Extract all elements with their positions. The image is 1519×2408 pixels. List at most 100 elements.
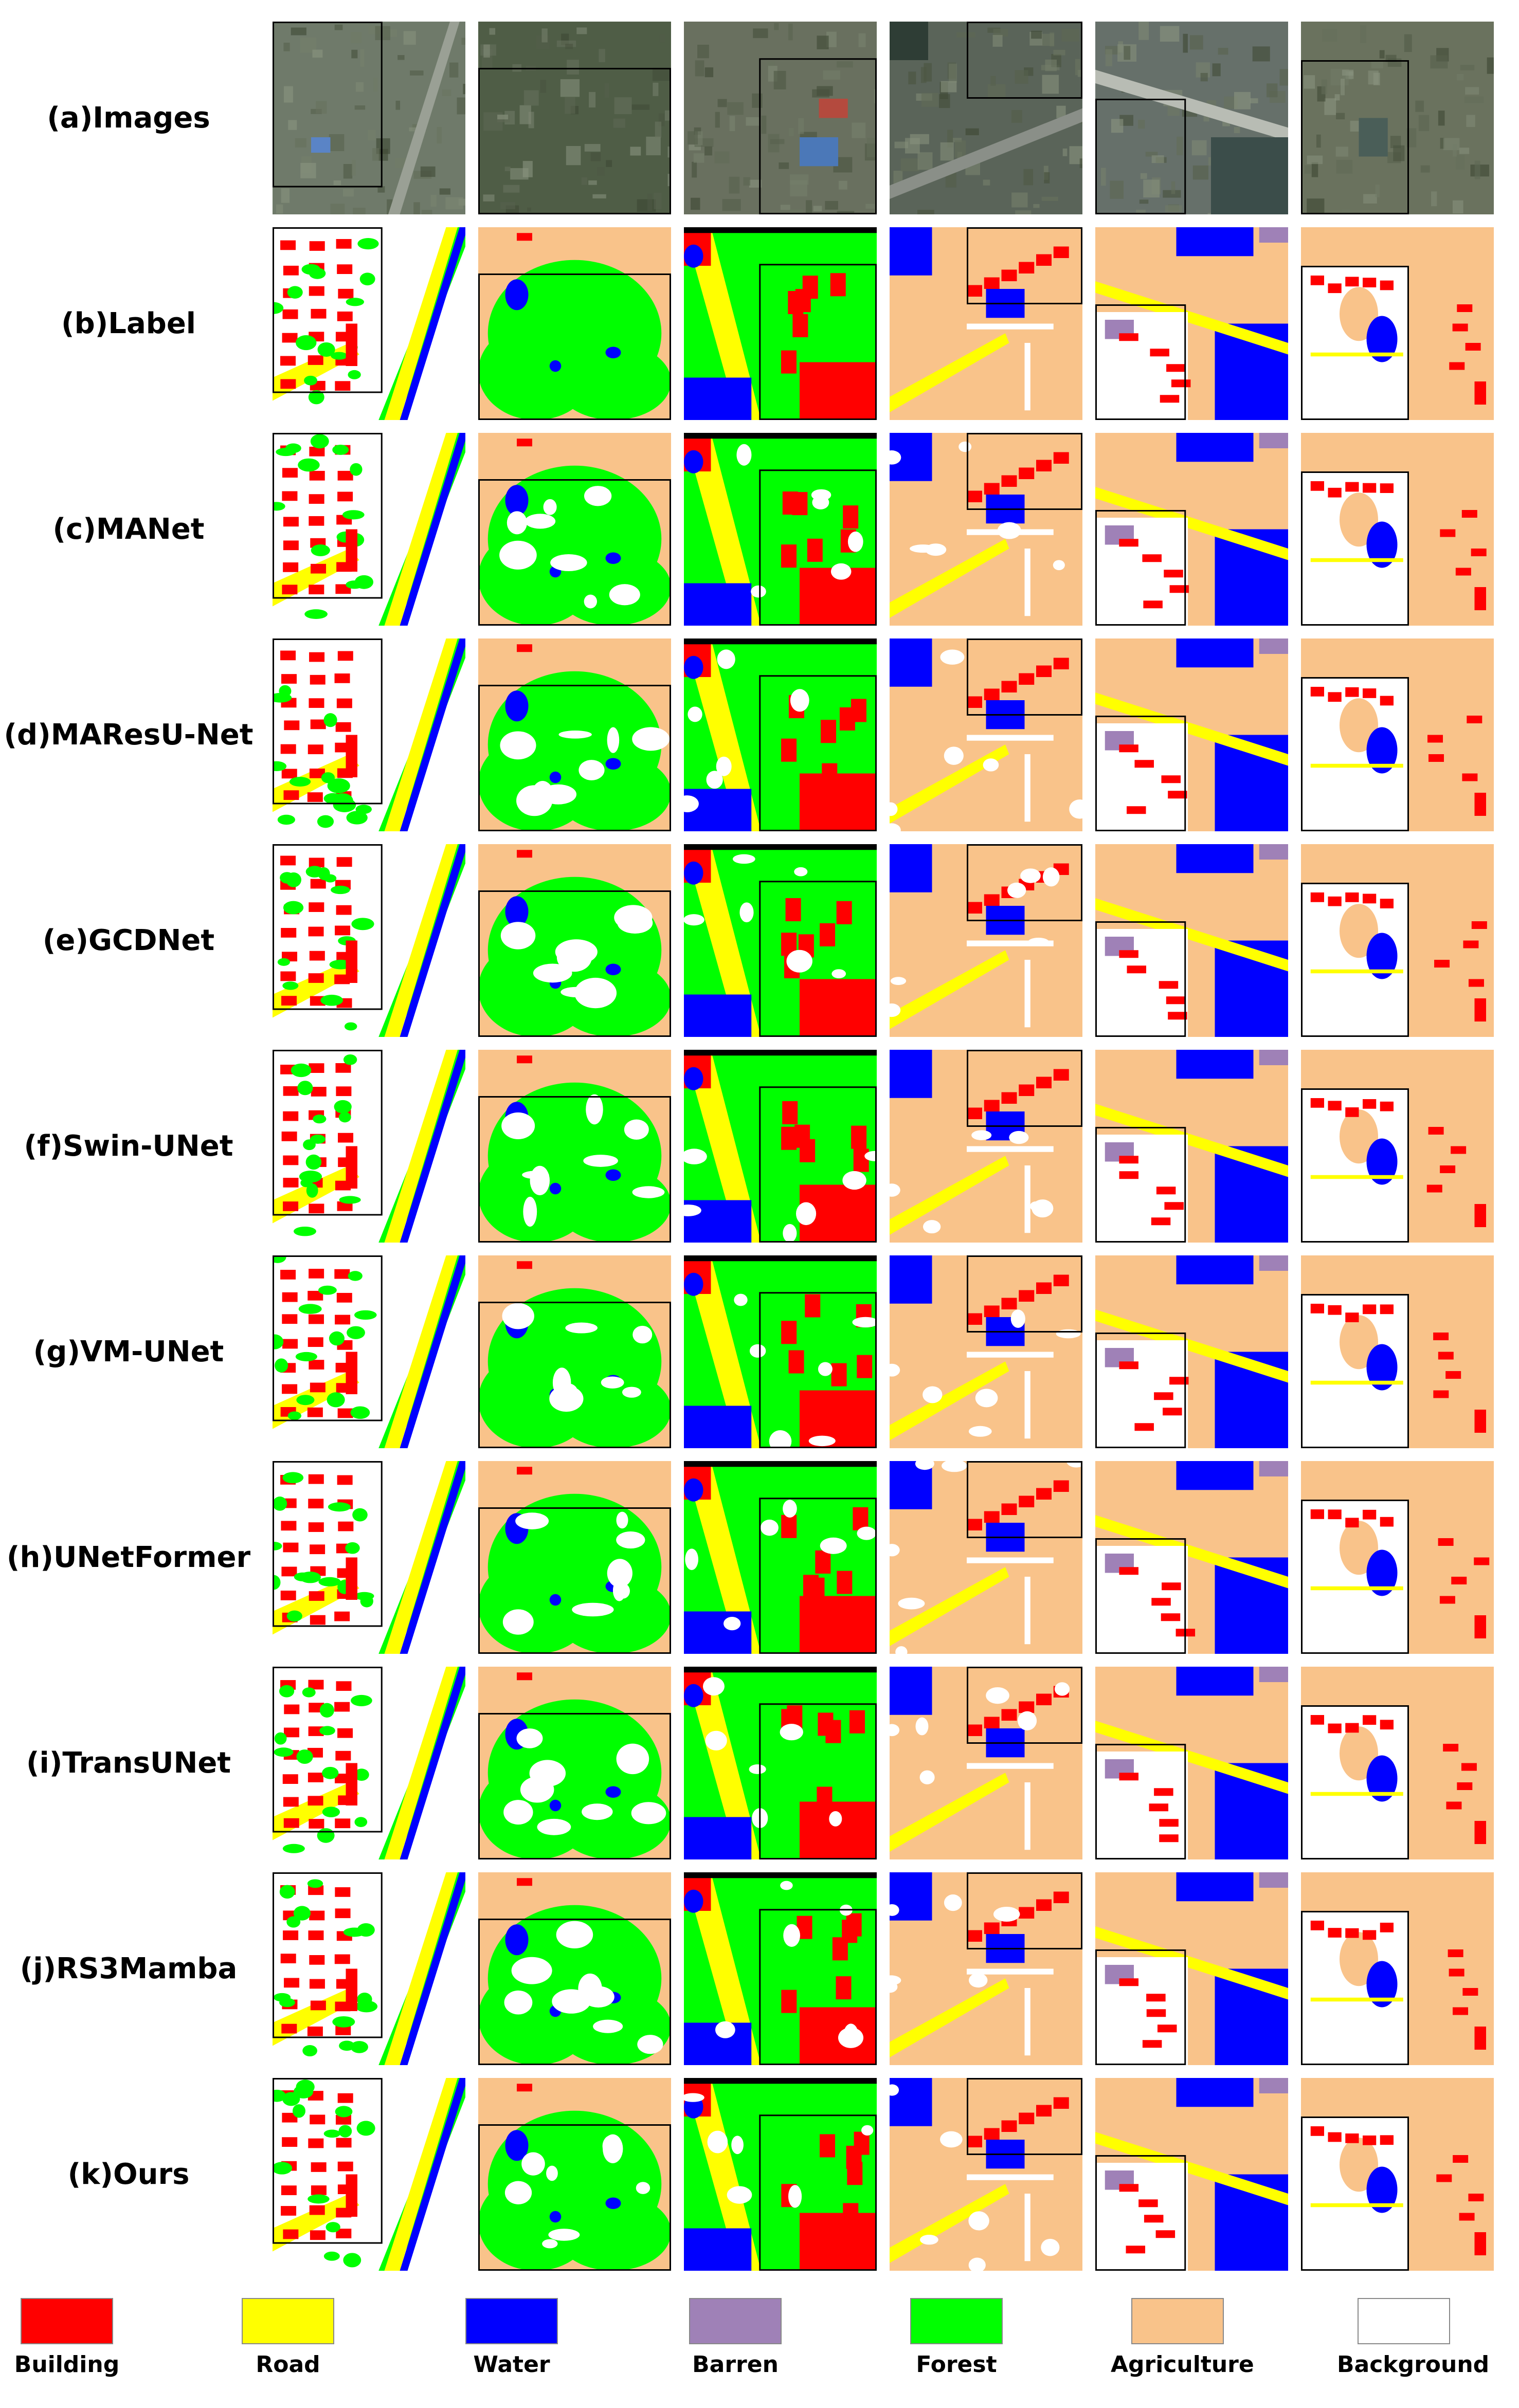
segmentation-map-tile xyxy=(273,227,465,420)
segmentation-map-tile xyxy=(1301,1050,1494,1243)
segmentation-map-tile xyxy=(1301,1255,1494,1448)
zoom-region-box xyxy=(1301,677,1409,831)
segmentation-map-tile xyxy=(684,639,877,831)
zoom-region-box xyxy=(478,67,671,214)
legend-label-barren: Barren xyxy=(692,2351,779,2378)
legend-swatch-water xyxy=(465,2298,558,2344)
legend-label-road: Road xyxy=(256,2351,320,2378)
segmentation-map-tile xyxy=(1095,1461,1288,1654)
segmentation-map-tile xyxy=(273,1050,465,1243)
segmentation-map-tile xyxy=(1095,1872,1288,2065)
zoom-region-box xyxy=(967,22,1082,99)
segmentation-map-tile xyxy=(890,1050,1082,1243)
zoom-region-box xyxy=(759,675,877,831)
segmentation-map-tile xyxy=(478,227,671,420)
segmentation-map-tile xyxy=(890,1461,1082,1654)
segmentation-map-tile xyxy=(478,433,671,626)
zoom-region-box xyxy=(1095,99,1186,214)
zoom-region-box xyxy=(1301,1293,1409,1448)
segmentation-map-tile xyxy=(890,2078,1082,2271)
zoom-region-box xyxy=(967,1050,1082,1127)
segmentation-map-tile xyxy=(273,844,465,1037)
segmentation-map-tile xyxy=(273,1255,465,1448)
zoom-region-box xyxy=(759,469,877,626)
segmentation-map-tile xyxy=(1301,227,1494,420)
zoom-region-box xyxy=(1095,716,1186,831)
zoom-region-box xyxy=(1301,1705,1409,1859)
segmentation-map-tile xyxy=(1095,1255,1288,1448)
zoom-region-box xyxy=(759,58,877,214)
zoom-region-box xyxy=(1301,265,1409,420)
zoom-region-box xyxy=(967,1872,1082,1950)
segmentation-map-tile xyxy=(478,639,671,831)
zoom-region-box xyxy=(478,479,671,626)
row-label: (i)TransUNet xyxy=(26,1746,231,1780)
legend-item-background: Background xyxy=(1337,2298,1489,2378)
segmentation-map-tile xyxy=(890,227,1082,420)
segmentation-map-tile xyxy=(1095,433,1288,626)
legend-swatch-background xyxy=(1358,2298,1450,2344)
legend-label-forest: Forest xyxy=(916,2351,997,2378)
zoom-region-box xyxy=(967,1461,1082,1539)
legend-swatch-agriculture xyxy=(1131,2298,1224,2344)
zoom-region-box xyxy=(1301,471,1409,626)
zoom-region-box xyxy=(1095,2155,1186,2271)
zoom-region-box xyxy=(478,890,671,1037)
zoom-region-box xyxy=(967,433,1082,510)
segmentation-map-tile xyxy=(478,1872,671,2065)
zoom-region-box xyxy=(273,433,383,599)
segmentation-map-tile xyxy=(478,1255,671,1448)
zoom-region-box xyxy=(1301,1910,1409,2065)
zoom-region-box xyxy=(967,1667,1082,1744)
zoom-region-box xyxy=(478,1301,671,1448)
zoom-region-box xyxy=(759,1292,877,1448)
zoom-region-box xyxy=(759,1909,877,2065)
zoom-region-box xyxy=(478,273,671,420)
segmentation-map-tile xyxy=(1301,1872,1494,2065)
legend-swatch-road xyxy=(242,2298,334,2344)
zoom-region-box xyxy=(273,2078,383,2244)
segmentation-map-tile xyxy=(1095,227,1288,420)
zoom-region-box xyxy=(1095,921,1186,1037)
zoom-region-box xyxy=(759,1086,877,1243)
legend-swatch-building xyxy=(21,2298,113,2344)
segmentation-map-tile xyxy=(684,844,877,1037)
row-label: (a)Images xyxy=(47,101,210,135)
zoom-region-box xyxy=(273,1872,383,2038)
zoom-region-box xyxy=(1095,1333,1186,1448)
segmentation-map-tile xyxy=(1301,844,1494,1037)
segmentation-map-tile xyxy=(1301,1461,1494,1654)
legend-item-building: Building xyxy=(0,2298,134,2378)
zoom-region-box xyxy=(759,2114,877,2271)
segmentation-map-tile xyxy=(1095,2078,1288,2271)
segmentation-map-tile xyxy=(478,1667,671,1859)
row-label: (j)RS3Mamba xyxy=(20,1952,238,1985)
zoom-region-box xyxy=(478,1712,671,1859)
legend-swatch-forest xyxy=(910,2298,1003,2344)
segmentation-map-tile xyxy=(890,844,1082,1037)
row-label: (e)GCDNet xyxy=(42,924,215,957)
zoom-region-box xyxy=(1095,1127,1186,1243)
zoom-region-box xyxy=(1301,60,1409,214)
legend-label-water: Water xyxy=(473,2351,550,2378)
segmentation-map-tile xyxy=(1301,639,1494,831)
zoom-region-box xyxy=(478,684,671,831)
satellite-image-tile xyxy=(890,22,1082,214)
zoom-region-box xyxy=(1301,1499,1409,1654)
zoom-region-box xyxy=(759,1498,877,1654)
zoom-region-box xyxy=(967,227,1082,305)
zoom-region-box xyxy=(478,1918,671,2065)
zoom-region-box xyxy=(273,22,383,188)
segmentation-map-tile xyxy=(890,433,1082,626)
row-label: (f)Swin-UNet xyxy=(24,1129,233,1163)
legend-label-agriculture: Agriculture xyxy=(1111,2351,1254,2378)
segmentation-map-tile xyxy=(684,1255,877,1448)
zoom-region-box xyxy=(273,1255,383,1421)
zoom-region-box xyxy=(478,1096,671,1243)
segmentation-map-tile xyxy=(1095,639,1288,831)
segmentation-map-tile xyxy=(1301,1667,1494,1859)
row-label: (c)MANet xyxy=(52,513,205,546)
legend-item-barren: Barren xyxy=(668,2298,802,2378)
legend-swatch-barren xyxy=(689,2298,782,2344)
zoom-region-box xyxy=(273,844,383,1010)
